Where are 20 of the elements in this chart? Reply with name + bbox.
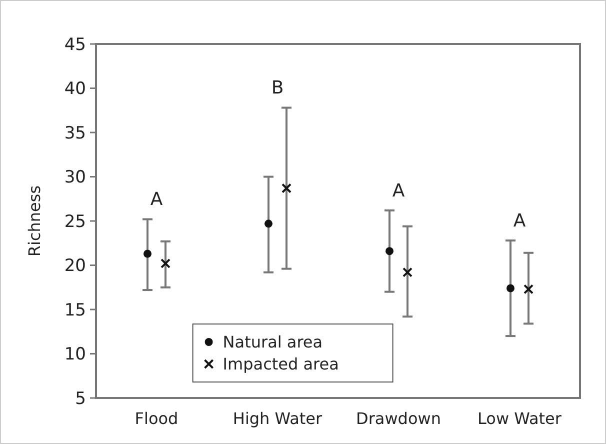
y-tick-label: 5 (75, 388, 86, 409)
y-tick-label: 45 (64, 34, 86, 55)
annotation: A (392, 180, 406, 202)
y-tick-label: 10 (64, 344, 86, 365)
x-tick-label: High Water (232, 409, 322, 428)
legend-label: Impacted area (222, 354, 339, 374)
y-tick-label: 15 (64, 300, 86, 320)
annotation: A (513, 210, 526, 232)
y-tick-label: 25 (64, 212, 86, 232)
x-tick-label: Drawdown (356, 409, 441, 428)
y-tick-label: 35 (64, 123, 86, 144)
y-tick-label: 30 (64, 168, 86, 188)
annotation: A (150, 189, 164, 210)
legend-label: Natural area (222, 332, 323, 352)
annotation: B (271, 78, 284, 99)
y-axis-title: Richness (25, 185, 44, 257)
x-tick-label: Low Water (478, 409, 562, 428)
x-tick-label: Flood (134, 409, 178, 428)
y-tick-label: 20 (64, 256, 86, 276)
y-tick-label: 40 (64, 79, 86, 100)
